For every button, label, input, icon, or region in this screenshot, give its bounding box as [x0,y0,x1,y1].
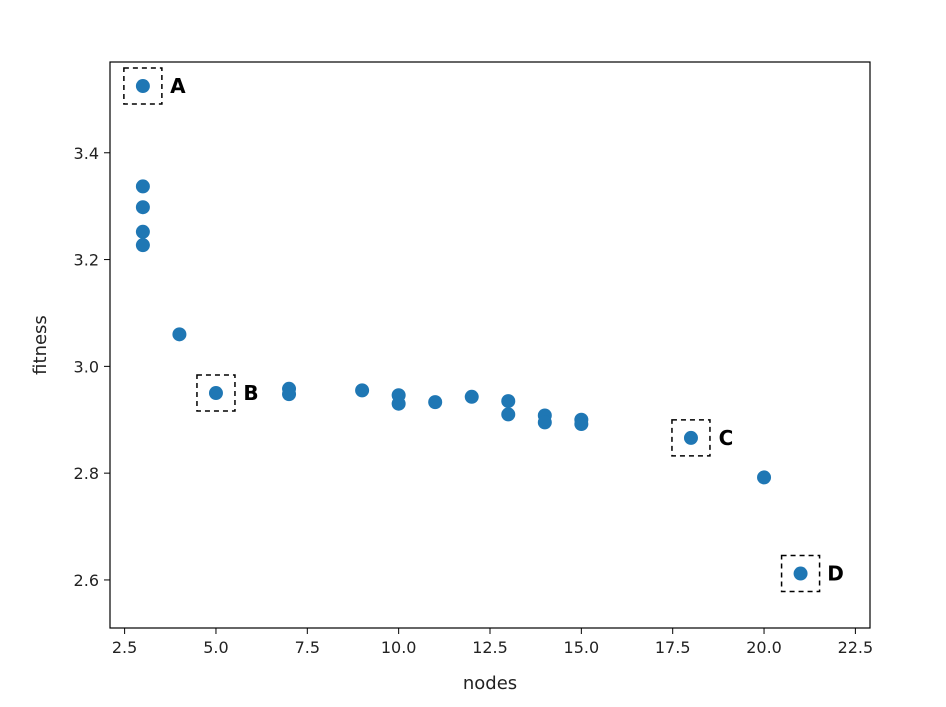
annotation-label: C [719,426,734,450]
data-point [355,383,370,398]
annotation-box [671,419,711,457]
annotation-label: A [170,74,186,98]
data-point [464,389,479,404]
annotation-label: B [243,381,258,405]
x-tick-label: 20.0 [746,638,782,657]
y-tick-label: 3.4 [74,144,99,163]
x-tick-label: 7.5 [295,638,320,657]
data-point [282,387,297,402]
annotation-box [780,554,821,593]
y-tick-label: 3.2 [74,251,99,270]
data-point [208,386,223,401]
x-tick-label: 5.0 [203,638,228,657]
data-point [501,407,516,422]
data-point [793,566,808,581]
data-point [135,224,150,239]
data-point [135,238,150,253]
x-tick-label: 22.5 [838,638,874,657]
data-point [135,179,150,194]
x-tick-label: 15.0 [564,638,600,657]
y-tick-label: 2.6 [74,571,99,590]
y-tick-label: 3.0 [74,357,99,376]
data-point [574,417,589,432]
y-axis-ticks: 2.6 2.8 3.0 3.2 3.4 [74,144,110,590]
x-axis-label: nodes [463,673,517,694]
x-axis-ticks: 2.5 5.0 7.5 10.0 12.5 15.0 17.5 20.0 22.5 [112,628,873,657]
data-point [135,200,150,215]
data-point [757,470,772,485]
data-point [537,415,552,430]
y-tick-label: 2.8 [74,464,99,483]
y-axis-label: fitness [30,315,51,375]
x-tick-label: 2.5 [112,638,137,657]
annotation-layer: A B C D [123,67,844,593]
x-tick-label: 10.0 [381,638,417,657]
data-points [135,79,808,581]
annotation-label: D [827,562,844,586]
data-point [501,394,516,409]
data-point [428,395,443,410]
data-point [391,396,406,411]
annotation-box [196,374,236,412]
data-point [683,430,698,445]
data-point [135,79,150,94]
annotation-box [123,67,163,105]
x-tick-label: 12.5 [472,638,508,657]
x-tick-label: 17.5 [655,638,691,657]
data-point [172,327,187,342]
